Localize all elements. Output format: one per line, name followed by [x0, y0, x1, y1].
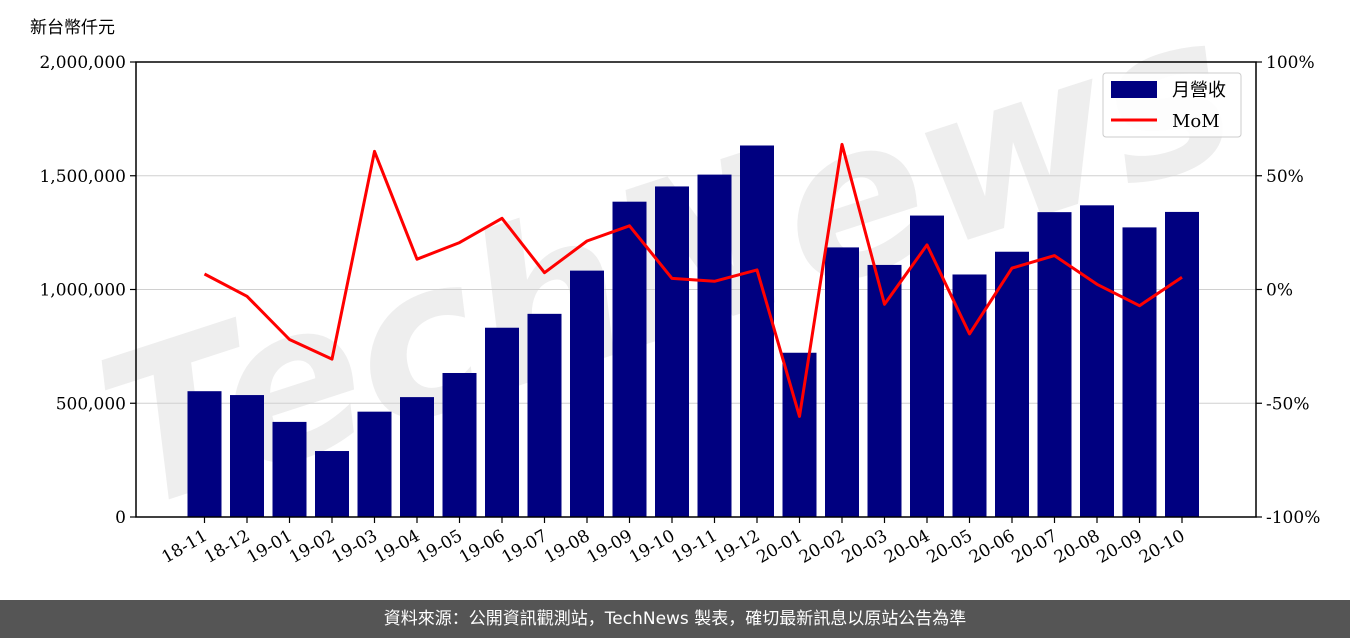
bar	[357, 411, 392, 517]
x-tick-label: 20-07	[1009, 526, 1061, 568]
left-tick-label: 1,000,000	[39, 281, 126, 301]
bar	[1080, 205, 1114, 517]
right-tick-label: 50%	[1266, 167, 1304, 187]
x-tick-label: 19-10	[626, 526, 678, 568]
y-axis-unit-label: 新台幣仟元	[30, 18, 115, 38]
left-tick-label: 0	[115, 508, 126, 528]
x-tick-label: 19-02	[286, 526, 338, 568]
source-footer: 資料來源：公開資訊觀測站，TechNews 製表，確切最新訊息以原站公告為準	[0, 600, 1350, 638]
x-tick-label: 20-08	[1051, 526, 1103, 568]
bar	[272, 421, 307, 517]
x-tick-label: 20-03	[839, 526, 891, 568]
x-tick-label: 19-07	[499, 526, 551, 568]
x-tick-label: 19-03	[329, 526, 381, 568]
right-tick-label: 0%	[1266, 281, 1293, 301]
x-tick-label: 20-06	[966, 526, 1018, 568]
bar	[697, 174, 732, 518]
x-tick-label: 20-01	[754, 526, 806, 568]
bar-series	[187, 145, 1199, 518]
bar	[612, 201, 647, 517]
left-tick-label: 1,500,000	[39, 167, 126, 187]
x-tick-label: 20-05	[924, 526, 976, 568]
bar	[1122, 227, 1157, 517]
x-tick-label: 19-05	[414, 526, 466, 568]
x-tick-label: 19-04	[371, 526, 423, 568]
mom-line	[203, 142, 1183, 418]
x-tick-label: 19-08	[541, 526, 593, 568]
x-tick-label: 20-10	[1136, 526, 1188, 568]
revenue-chart: TechNews 新台幣仟元 0500,0001,000,0001,500,00…	[30, 0, 1320, 568]
x-tick-label: 19-01	[244, 526, 296, 568]
bar	[485, 327, 519, 517]
bar	[187, 391, 222, 517]
left-tick-label: 2,000,000	[39, 53, 126, 73]
bar	[655, 186, 689, 517]
x-tick-label: 19-09	[584, 526, 636, 568]
bar	[400, 397, 434, 517]
right-tick-label: -100%	[1266, 508, 1320, 528]
left-axis-ticks: 0 500,000 1,000,000 1,500,000 2,000,000	[39, 53, 136, 528]
bar	[315, 451, 349, 517]
legend-label-mom: MoM	[1172, 111, 1220, 132]
x-tick-label: 20-02	[796, 526, 848, 568]
legend-label-revenue: 月營收	[1172, 80, 1226, 101]
legend-bar-swatch	[1111, 81, 1157, 98]
mom-line-series	[203, 142, 1183, 418]
x-tick-label: 20-04	[881, 526, 933, 568]
bar	[995, 251, 1029, 518]
legend: 月營收 MoM	[1102, 72, 1242, 138]
bar	[230, 395, 264, 517]
bar	[1165, 211, 1199, 518]
x-tick-label: 19-06	[456, 526, 508, 568]
bar	[825, 247, 859, 517]
x-tick-label: 20-09	[1094, 526, 1146, 568]
right-tick-label: 100%	[1266, 53, 1315, 73]
left-tick-label: 500,000	[56, 394, 126, 414]
bar	[867, 264, 902, 517]
bar	[442, 372, 477, 517]
x-tick-label: 19-11	[669, 526, 721, 568]
x-tick-label: 19-12	[711, 526, 763, 568]
bar	[740, 145, 774, 517]
right-tick-label: -50%	[1266, 394, 1310, 414]
bar	[527, 313, 562, 517]
bar	[570, 270, 604, 517]
x-axis-ticks: 18-1118-1219-0119-0219-0319-0419-0519-06…	[159, 517, 1189, 568]
right-axis-ticks: -100% -50% 0% 50% 100%	[1256, 53, 1320, 528]
